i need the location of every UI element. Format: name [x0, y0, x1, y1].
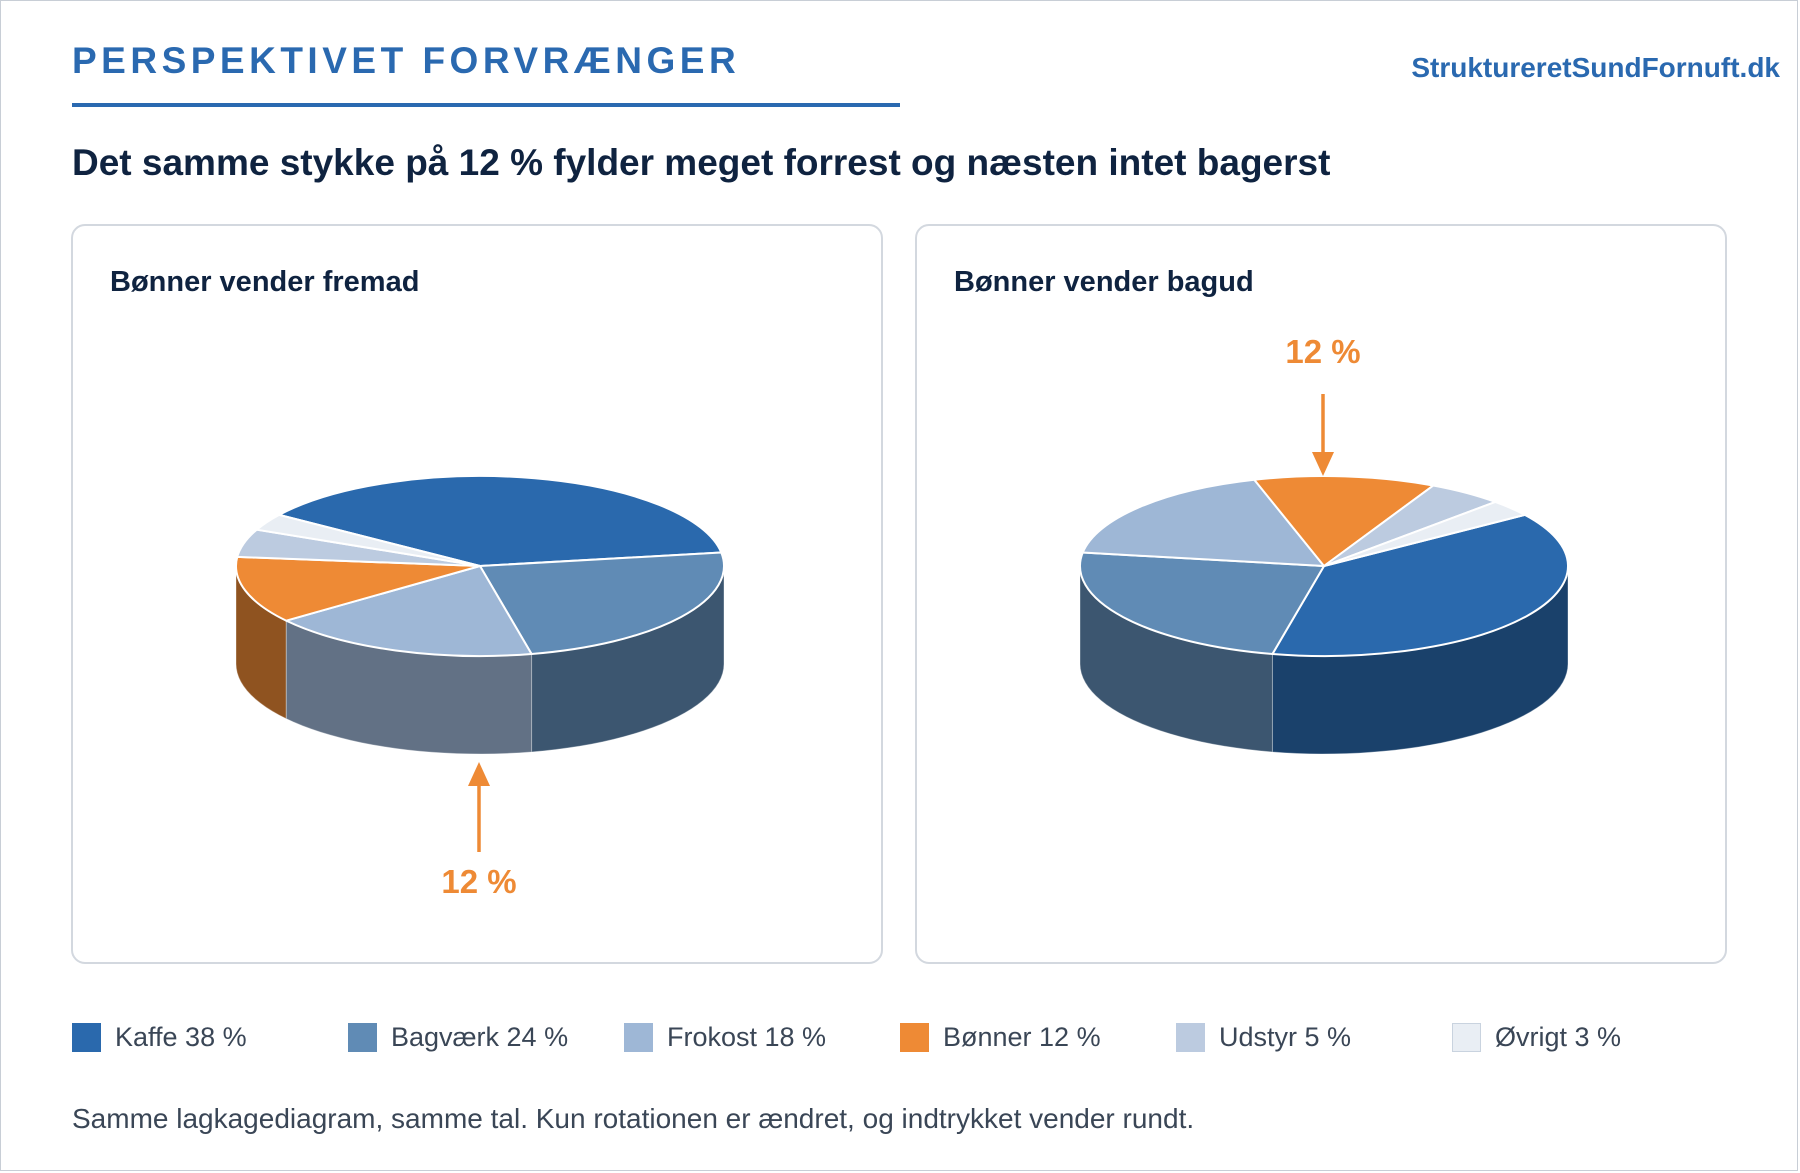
legend-item: Udstyr 5 % — [1176, 1022, 1351, 1053]
legend-label: Bagværk 24 % — [391, 1022, 569, 1052]
legend-item: Bagværk 24 % — [348, 1022, 568, 1053]
pie-top — [235, 474, 725, 657]
legend-swatch — [348, 1023, 377, 1052]
pie-slice-bønner — [235, 555, 481, 622]
legend-label: Udstyr 5 % — [1219, 1022, 1352, 1052]
pie-slice-kaffe — [1271, 513, 1569, 658]
legend-label: Øvrigt 3 % — [1495, 1022, 1622, 1052]
pie-slice-bagværk — [1079, 551, 1325, 655]
chart-panel-back: Bønner vender bagud 12 % — [915, 224, 1727, 964]
brand-link[interactable]: StruktureretSundFornuft.dk — [1411, 52, 1780, 83]
pie-slice-bønner — [1253, 475, 1435, 567]
legend-swatch — [72, 1023, 101, 1052]
pie-slice-frokost — [1081, 478, 1325, 567]
highlight-arrow-head — [468, 762, 490, 786]
chart-title: Bønner vender fremad — [110, 266, 420, 298]
footnote: Samme lagkagediagram, samme tal. Kun rot… — [72, 1103, 1195, 1134]
legend-item: Kaffe 38 % — [72, 1022, 247, 1053]
legend-item: Frokost 18 % — [624, 1022, 826, 1053]
legend-item: Øvrigt 3 % — [1452, 1022, 1621, 1053]
legend-swatch — [1176, 1023, 1205, 1052]
pie-slice-kaffe — [278, 474, 723, 567]
highlight-arrow-head — [1312, 452, 1334, 476]
pie-slice-bagværk — [479, 551, 725, 655]
pie-slice-frokost — [285, 565, 533, 657]
legend-label: Kaffe 38 % — [115, 1022, 247, 1052]
pie-slice-øvrigt — [1323, 500, 1526, 567]
highlight-label: 12 % — [441, 863, 516, 900]
legend-item: Bønner 12 % — [900, 1022, 1101, 1053]
pie-chart-front: 12 % — [235, 474, 725, 900]
pie-side-walls — [1079, 565, 1569, 755]
pie-side-walls — [235, 565, 725, 755]
kicker-underline — [72, 103, 900, 107]
legend-label: Bønner 12 % — [943, 1022, 1101, 1052]
highlight-label: 12 % — [1285, 333, 1360, 370]
pie-slice-øvrigt — [255, 513, 481, 567]
pie-top — [1079, 475, 1569, 658]
kicker-title: PERSPEKTIVET FORVRÆNGER — [72, 40, 741, 81]
legend-label: Frokost 18 % — [667, 1022, 827, 1052]
pie-chart-back: 12 % — [1079, 333, 1569, 755]
chart-panel-front: Bønner vender fremad 12 % — [71, 224, 883, 964]
legend-swatch — [900, 1023, 929, 1052]
legend-swatch — [1452, 1023, 1481, 1052]
chart-title: Bønner vender bagud — [954, 266, 1254, 298]
legend-swatch — [624, 1023, 653, 1052]
legend: Kaffe 38 % Bagværk 24 % Frokost 18 % Bøn… — [72, 1022, 1772, 1062]
headline: Det samme stykke på 12 % fylder meget fo… — [72, 142, 1331, 183]
